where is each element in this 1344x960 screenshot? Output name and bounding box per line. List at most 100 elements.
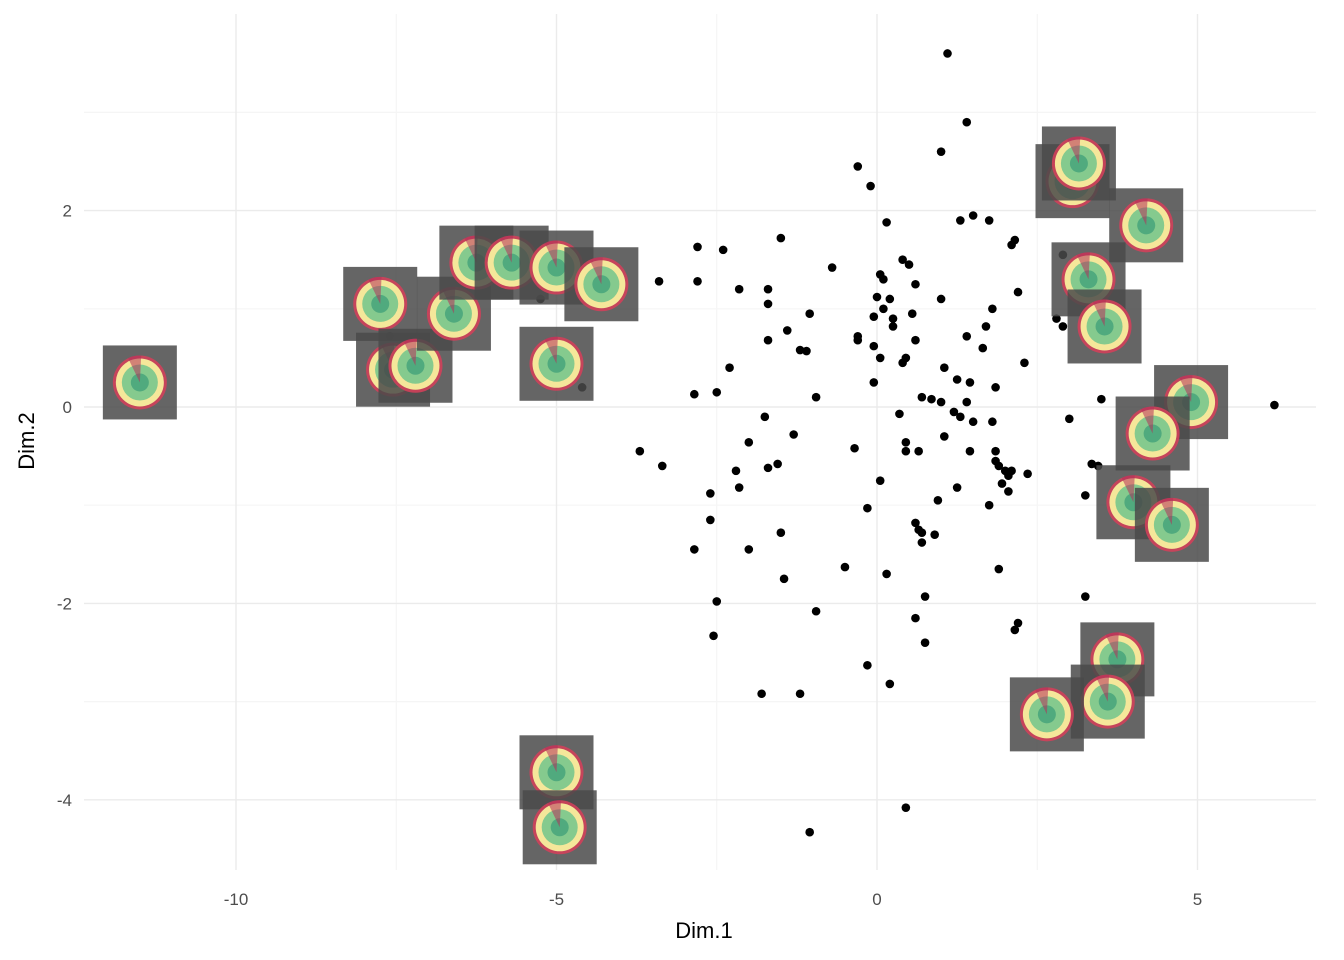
data-point: [981, 322, 991, 331]
data-point: [911, 518, 920, 528]
data-point: [776, 528, 786, 537]
data-point: [869, 378, 879, 387]
data-point: [690, 545, 699, 554]
data-point: [763, 299, 773, 309]
data-point: [1270, 400, 1279, 410]
data-point: [991, 383, 1000, 392]
data-point: [706, 515, 715, 525]
y-tick-label: 2: [63, 202, 72, 221]
data-point: [795, 689, 805, 699]
data-point: [952, 483, 962, 492]
data-point: [744, 545, 754, 554]
data-point: [895, 409, 904, 419]
data-point: [875, 353, 885, 363]
data-point: [927, 394, 936, 404]
data-point: [779, 574, 789, 584]
data-point: [933, 495, 943, 505]
data-point: [654, 277, 664, 286]
y-tick-label: -4: [57, 791, 72, 810]
data-point: [1013, 287, 1023, 297]
thumbnail-glyph: [1041, 126, 1116, 201]
data-point: [936, 294, 946, 304]
data-point: [795, 345, 805, 355]
thumbnail-glyph: [1115, 396, 1190, 471]
thumbnail-wedge: [1076, 252, 1090, 280]
thumbnail-wedge: [464, 235, 478, 263]
data-point: [744, 438, 754, 447]
data-point: [949, 407, 959, 417]
data-point: [657, 461, 667, 471]
data-point: [805, 827, 814, 837]
data-point: [988, 304, 997, 314]
data-point: [917, 538, 927, 547]
data-point: [1081, 592, 1090, 601]
data-point: [811, 392, 821, 402]
data-point: [920, 638, 930, 647]
data-point: [734, 483, 744, 492]
thumbnail-wedge: [1096, 674, 1110, 702]
data-point: [850, 443, 859, 453]
thumbnail-wedge: [1092, 299, 1106, 327]
data-point: [914, 446, 923, 456]
data-point: [1058, 322, 1068, 331]
data-point: [911, 335, 920, 345]
points-layer: [385, 49, 1279, 837]
data-point: [911, 279, 920, 289]
data-point: [693, 277, 702, 286]
data-point: [635, 446, 645, 456]
data-point: [930, 530, 939, 539]
data-point: [869, 341, 879, 351]
thumbnail-wedge: [544, 745, 558, 773]
data-point: [1010, 235, 1020, 245]
data-point: [956, 412, 965, 422]
data-point: [965, 446, 975, 456]
data-point: [802, 346, 811, 356]
data-point: [863, 660, 872, 670]
data-point: [885, 294, 895, 304]
data-point: [1023, 469, 1032, 479]
data-point: [956, 216, 965, 225]
data-point: [885, 679, 895, 689]
thumbnail-wedge: [403, 338, 417, 366]
thumbnail-wedge: [1179, 375, 1193, 403]
data-point: [1020, 358, 1029, 368]
thumbnail-glyph: [1009, 677, 1084, 752]
data-point: [952, 375, 962, 384]
data-point: [872, 292, 882, 302]
thumbnail-wedge: [368, 276, 382, 304]
data-point: [917, 528, 927, 537]
data-point: [984, 216, 994, 225]
data-point: [760, 412, 770, 422]
data-point: [853, 335, 863, 345]
data-point: [789, 430, 798, 439]
x-axis-title: Dim.1: [675, 918, 732, 943]
x-tick-label: -5: [549, 890, 564, 909]
data-point: [805, 309, 814, 319]
data-point: [882, 569, 891, 579]
data-point: [725, 363, 734, 373]
x-axis-ticks: -10 -5 0 5: [224, 890, 1203, 909]
data-point: [904, 260, 914, 269]
thumbnail-wedge: [1105, 632, 1119, 660]
data-point: [712, 387, 722, 397]
data-point: [875, 476, 885, 485]
data-point: [718, 245, 728, 255]
data-point: [994, 564, 1004, 574]
data-point: [968, 211, 978, 220]
thumbnail-glyph: [1134, 487, 1209, 562]
data-point: [763, 463, 773, 473]
data-point: [853, 162, 863, 171]
thumbnail-wedge: [544, 240, 558, 268]
data-point: [827, 263, 837, 272]
data-point: [907, 309, 917, 319]
data-point: [984, 500, 994, 510]
data-point: [936, 397, 946, 407]
data-point: [879, 304, 888, 314]
thumbnail-glyph: [378, 328, 453, 403]
thumbnail-wedge: [1035, 687, 1049, 715]
data-point: [866, 181, 875, 191]
data-point: [1004, 487, 1013, 496]
data-point: [978, 343, 988, 353]
thumbnail-wedge: [1067, 136, 1081, 164]
data-point: [997, 479, 1007, 488]
